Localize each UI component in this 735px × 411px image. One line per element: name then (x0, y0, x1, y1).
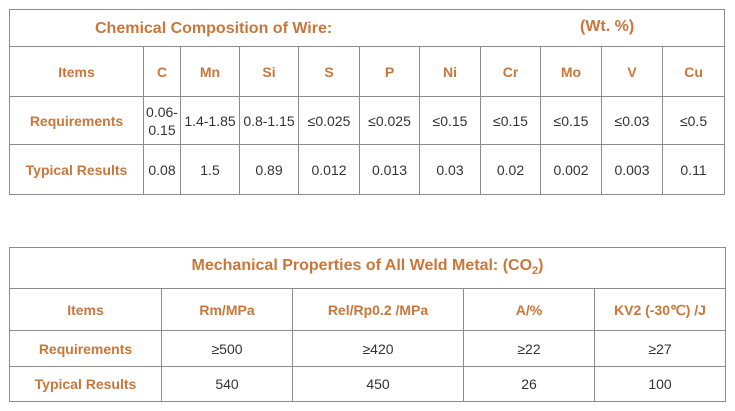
req-cu: ≤0.5 (661, 96, 726, 145)
chemical-composition-title-cell: Chemical Composition of Wire: (Wt. %) (8, 9, 726, 47)
header-mn: Mn (180, 46, 240, 97)
typ-si: 0.89 (239, 144, 299, 195)
chemical-composition-table: Chemical Composition of Wire: (Wt. %) It… (8, 9, 726, 195)
mech-req-kv2: ≥27 (594, 330, 726, 367)
header-s: S (298, 46, 360, 97)
chem-requirements-row: Requirements 0.06-0.15 1.4-1.85 0.8-1.15… (9, 96, 726, 145)
header-c: C (143, 46, 181, 97)
typ-v: 0.003 (601, 144, 663, 195)
header-items: Items (9, 46, 144, 97)
header-cu: Cu (661, 46, 726, 97)
mech-header-kv2: KV2 (-30℃) /J (594, 288, 726, 331)
typ-s: 0.012 (298, 144, 360, 195)
mech-typ-rm: 540 (161, 366, 293, 402)
mech-req-rm: ≥500 (161, 330, 293, 367)
mech-header-row: Items Rm/MPa Rel/Rp0.2 /MPa A/% KV2 (-30… (9, 288, 726, 331)
typ-ni: 0.03 (419, 144, 481, 195)
typ-c: 0.08 (143, 144, 181, 195)
chem-typical-row: Typical Results 0.08 1.5 0.89 0.012 0.01… (9, 144, 726, 195)
req-si: 0.8-1.15 (239, 96, 299, 145)
mech-row-label-typical: Typical Results (9, 366, 162, 402)
mechanical-properties-title-cell: Mechanical Properties of All Weld Metal:… (9, 247, 726, 289)
chemical-composition-title: Chemical Composition of Wire: (95, 19, 333, 37)
header-mo: Mo (540, 46, 602, 97)
weight-percent-unit: (Wt. %) (580, 18, 635, 35)
mech-typ-kv2: 100 (594, 366, 726, 402)
row-label-typical: Typical Results (9, 144, 144, 195)
chem-header-row: Items C Mn Si S P Ni Cr Mo V Cu (9, 46, 726, 97)
mech-req-rel: ≥420 (292, 330, 464, 367)
mech-header-rm: Rm/MPa (161, 288, 293, 331)
req-s: ≤0.025 (298, 96, 360, 145)
mechanical-properties-title: Mechanical Properties of All Weld Metal:… (191, 256, 544, 278)
mechanical-properties-table: Mechanical Properties of All Weld Metal:… (9, 247, 726, 402)
req-p: ≤0.025 (359, 96, 420, 145)
header-v: V (601, 46, 663, 97)
mech-typ-rel: 450 (292, 366, 464, 402)
header-si: Si (239, 46, 299, 97)
typ-p: 0.013 (359, 144, 420, 195)
row-label-requirements: Requirements (9, 96, 144, 145)
req-mn: 1.4-1.85 (180, 96, 240, 145)
mech-row-label-requirements: Requirements (9, 330, 162, 367)
req-ni: ≤0.15 (419, 96, 481, 145)
header-p: P (359, 46, 420, 97)
typ-cu: 0.11 (661, 144, 726, 195)
mech-header-items: Items (9, 288, 162, 331)
req-mo: ≤0.15 (540, 96, 602, 145)
header-ni: Ni (419, 46, 481, 97)
typ-cr: 0.02 (480, 144, 541, 195)
mech-header-rel: Rel/Rp0.2 /MPa (292, 288, 464, 331)
header-cr: Cr (480, 46, 541, 97)
typ-mn: 1.5 (180, 144, 240, 195)
req-v: ≤0.03 (601, 96, 663, 145)
mech-typ-a: 26 (463, 366, 595, 402)
mech-header-a: A/% (463, 288, 595, 331)
typ-mo: 0.002 (540, 144, 602, 195)
req-cr: ≤0.15 (480, 96, 541, 145)
req-c: 0.06-0.15 (143, 96, 181, 145)
mech-typical-row: Typical Results 540 450 26 100 (9, 366, 726, 402)
mech-req-a: ≥22 (463, 330, 595, 367)
mech-requirements-row: Requirements ≥500 ≥420 ≥22 ≥27 (9, 330, 726, 367)
